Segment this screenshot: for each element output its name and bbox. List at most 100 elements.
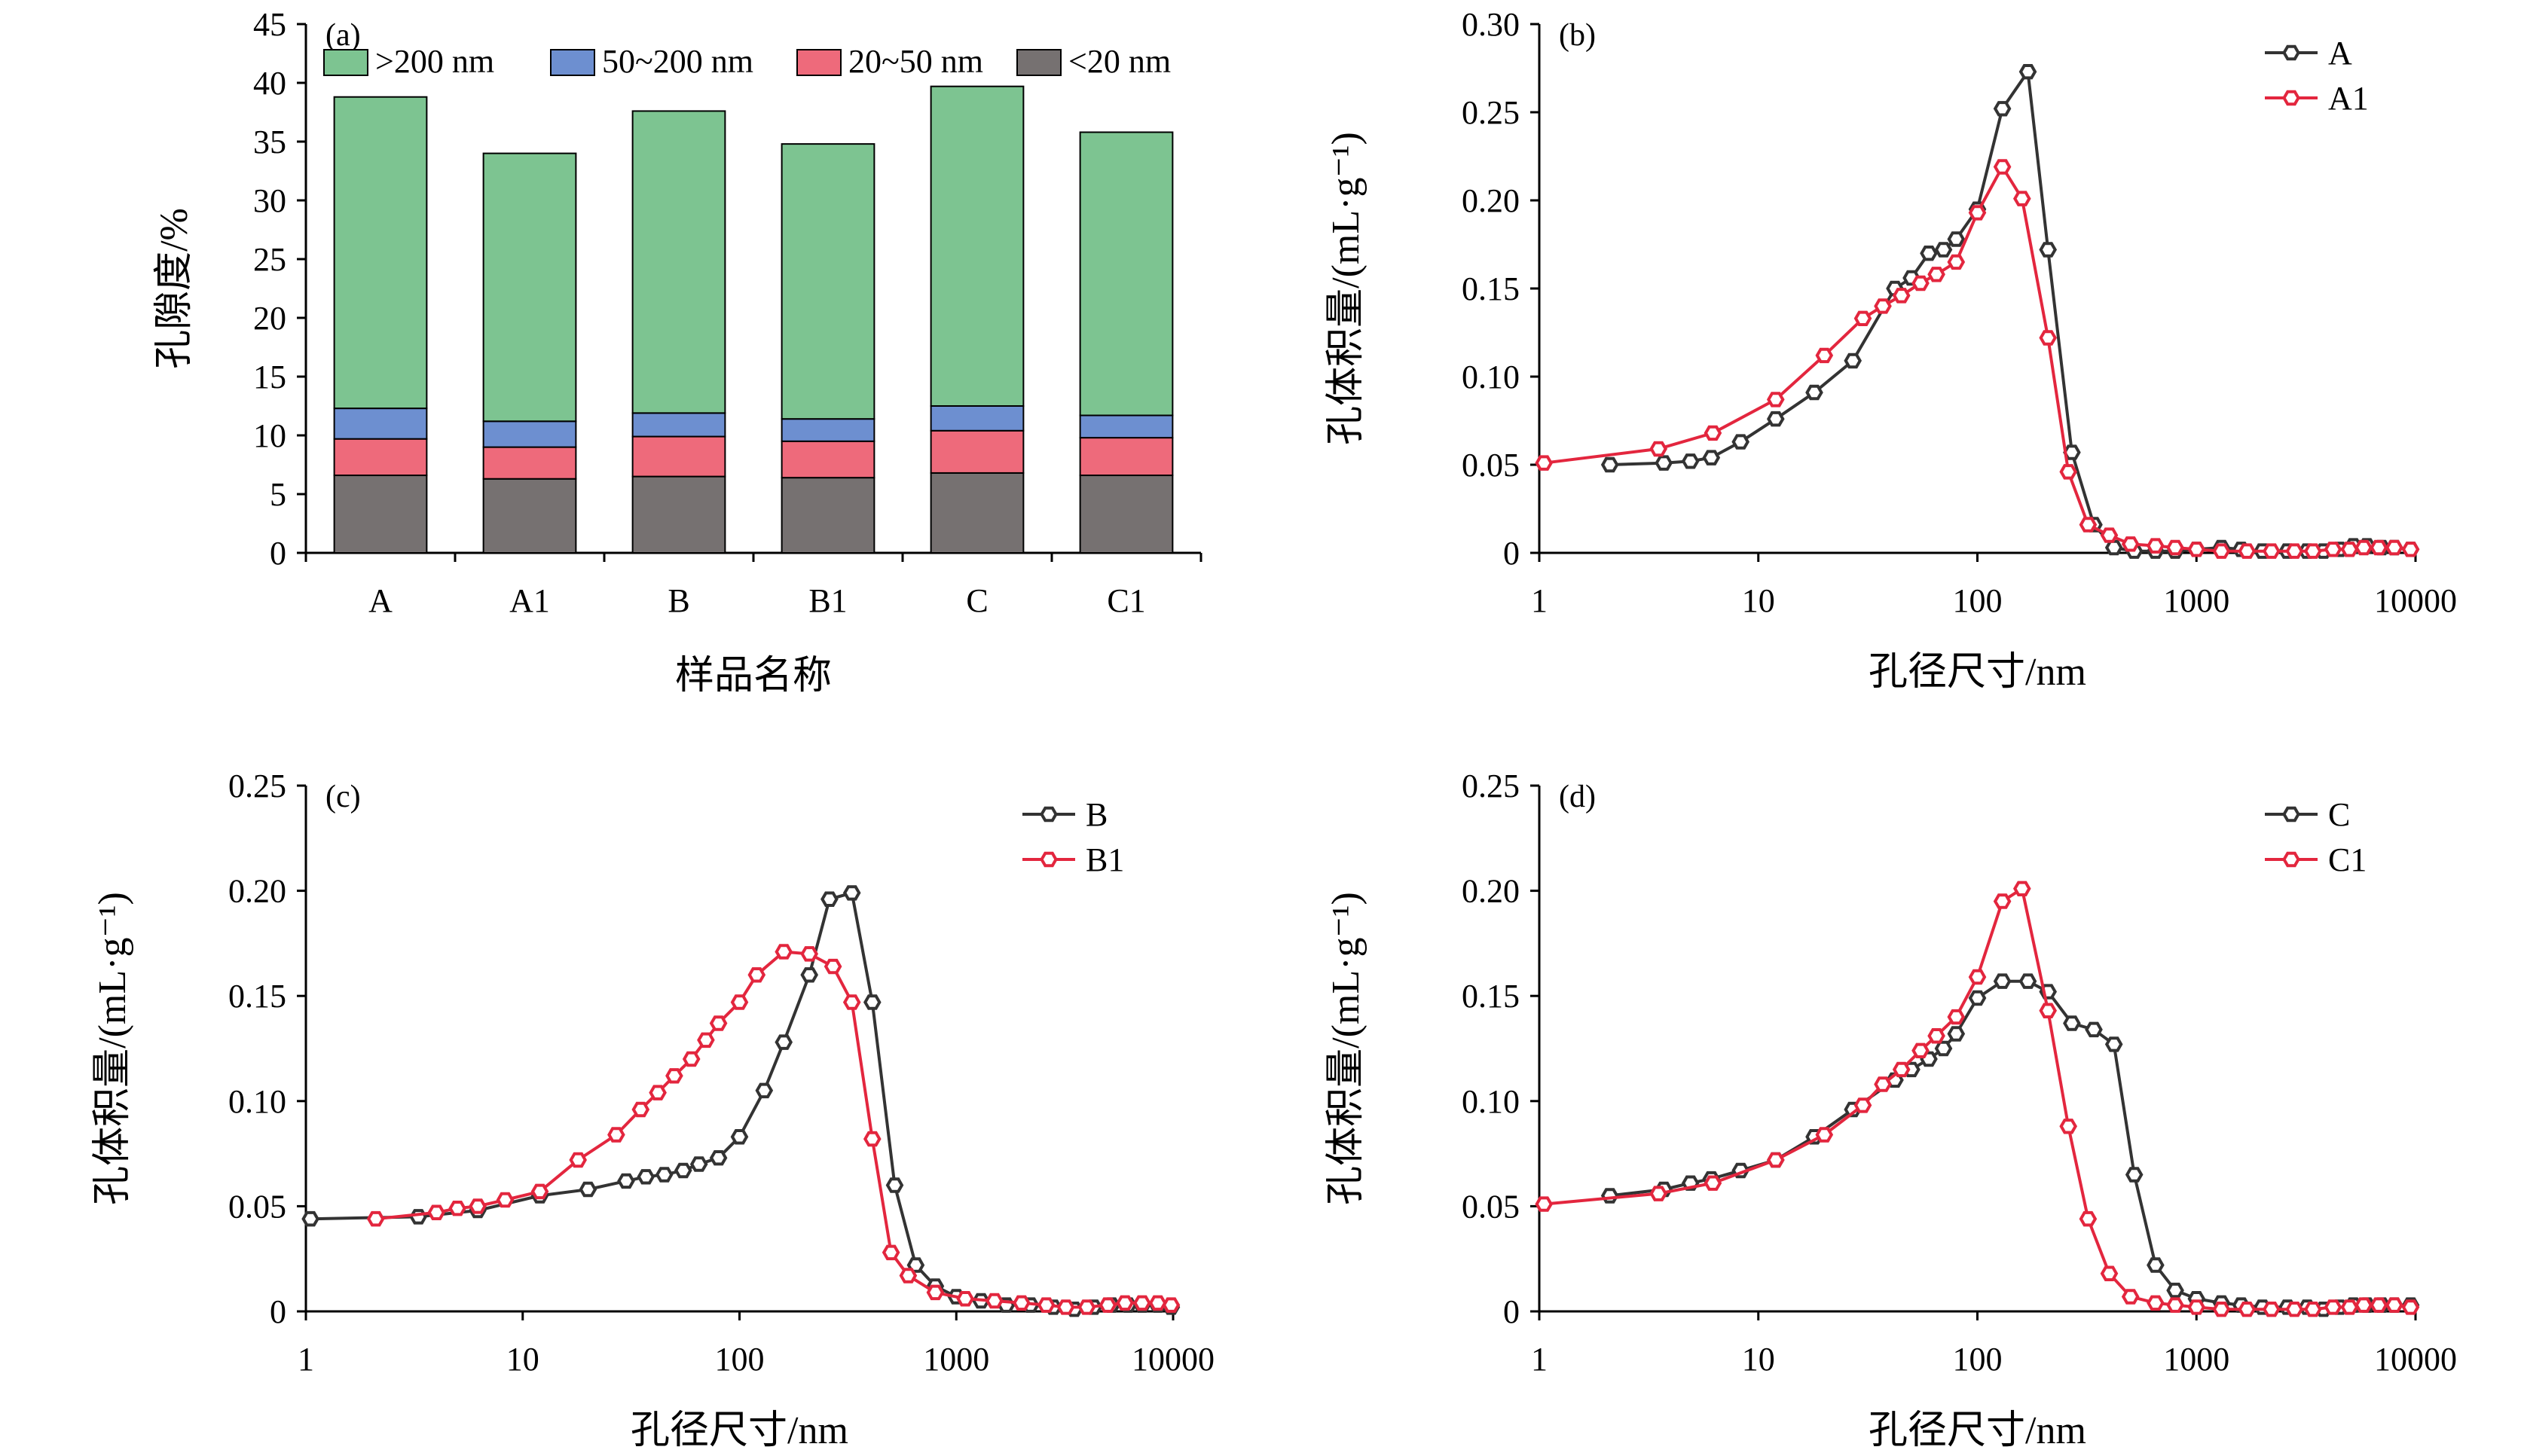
y-tick-label: 5 xyxy=(270,476,286,513)
data-point xyxy=(1162,1297,1181,1313)
bar-segment xyxy=(930,405,1025,432)
x-axis-title: 孔径尺寸/nm xyxy=(1869,651,2086,694)
legend-marker xyxy=(2282,44,2300,61)
bar-segment xyxy=(631,435,726,478)
x-tick-label: 1000 xyxy=(2163,582,2229,619)
data-point xyxy=(775,1034,793,1050)
data-point xyxy=(1874,298,1892,314)
data-point xyxy=(863,994,882,1010)
data-point xyxy=(1927,267,1945,282)
y-tick-label: 35 xyxy=(253,124,286,160)
data-point xyxy=(1681,453,1700,469)
data-point xyxy=(301,1210,319,1227)
data-point xyxy=(1968,990,1987,1006)
y-tick-label: 0 xyxy=(1503,1293,1520,1330)
data-point xyxy=(2085,1021,2103,1038)
series-line xyxy=(1543,163,2411,553)
series-line xyxy=(1544,886,2411,1311)
data-point xyxy=(820,891,839,907)
series-line xyxy=(375,950,1172,1309)
y-tick-label: 0 xyxy=(270,535,286,572)
data-point xyxy=(1993,973,2012,989)
y-axis-title: 孔体积量/(mL·g⁻¹) xyxy=(1325,892,1367,1205)
y-axis-title: 孔体积量/(mL·g⁻¹) xyxy=(1325,132,1367,445)
panel-label: (d) xyxy=(1559,780,1596,814)
data-point xyxy=(1600,456,1619,473)
data-point xyxy=(1853,310,1872,326)
data-point xyxy=(1704,425,1722,441)
x-tick-label: 1000 xyxy=(2163,1341,2229,1378)
data-point xyxy=(2166,1297,2184,1313)
data-point xyxy=(2285,1302,2304,1317)
y-tick-label: 0.05 xyxy=(1462,1188,1520,1225)
x-tick-label: 10 xyxy=(1742,582,1775,619)
data-point xyxy=(2039,330,2058,346)
y-tick-label: 0.10 xyxy=(1462,1083,1520,1120)
data-point xyxy=(2370,1297,2388,1313)
legend-swatch xyxy=(550,49,595,76)
data-point xyxy=(1037,1297,1056,1313)
legend-label: A1 xyxy=(2328,80,2369,117)
series-B1 xyxy=(366,944,1181,1315)
legend-label: B xyxy=(1086,796,1108,833)
panel-b: 0 0.05 0.10 0.15 0.20 0.25 0.30 (b) 孔径尺寸/nm 孔体积量/… xyxy=(1325,6,2457,694)
legend-swatch xyxy=(323,49,368,76)
data-point xyxy=(709,1150,728,1166)
legend-marker xyxy=(1040,851,1058,868)
x-axis-title: 样品名称 xyxy=(675,655,832,697)
x-axis-title: 孔径尺寸/nm xyxy=(631,1409,848,1452)
data-point xyxy=(1649,441,1668,457)
data-point xyxy=(1099,1297,1117,1313)
panel-a: 0 5 10 15 20 25 30 35 40 45 (a) 样品名称 孔隙度/% A A1 B B1 C C1 >… xyxy=(153,6,1202,697)
data-point xyxy=(1013,1295,1031,1311)
legend-label: C1 xyxy=(2328,841,2367,878)
data-point xyxy=(2385,1297,2403,1313)
data-point xyxy=(682,1051,701,1067)
data-point xyxy=(1947,231,1966,247)
data-point xyxy=(899,1268,918,1284)
panel-d: 0 0.05 0.10 0.15 0.20 0.25 (d) 孔径尺寸/nm 孔体积量/(mL·… xyxy=(1325,768,2457,1452)
data-point xyxy=(2018,64,2037,80)
legend-label: >200 nm xyxy=(375,43,494,80)
x-tick-label: 10000 xyxy=(1132,1341,1215,1378)
series-A1 xyxy=(1535,159,2420,559)
data-point xyxy=(2039,1003,2058,1018)
bar-segment xyxy=(930,429,1025,474)
legend-label: A xyxy=(2328,35,2352,72)
panel-label: (c) xyxy=(325,780,361,814)
data-point xyxy=(579,1181,597,1198)
bar-segment xyxy=(482,152,577,423)
data-point xyxy=(1892,288,1911,304)
data-point xyxy=(631,1101,650,1118)
data-point xyxy=(1874,1076,1892,1092)
data-point xyxy=(1911,275,1930,292)
x-tick-label: 100 xyxy=(1953,1341,2003,1378)
y-tick-label: 15 xyxy=(253,359,286,395)
data-point xyxy=(1892,1061,1911,1078)
y-tick-label: 20 xyxy=(253,300,286,337)
data-point xyxy=(842,994,861,1010)
bar-segment xyxy=(631,110,726,414)
x-tick-label: B xyxy=(668,582,689,619)
y-tick-label: 0.15 xyxy=(228,978,286,1015)
data-point xyxy=(2212,543,2231,559)
data-point xyxy=(697,1032,715,1049)
data-point xyxy=(1927,1028,1945,1044)
y-tick-label: 25 xyxy=(253,241,286,278)
bar-segment xyxy=(781,418,875,442)
bar-segment xyxy=(930,85,1025,407)
y-tick-label: 0.30 xyxy=(1462,6,1520,43)
data-point xyxy=(747,967,766,983)
y-tick-label: 0.20 xyxy=(1462,873,1520,910)
data-point xyxy=(2059,464,2078,480)
data-point xyxy=(665,1068,683,1084)
series-B xyxy=(301,885,1181,1317)
y-tick-label: 0.10 xyxy=(228,1083,286,1120)
data-point xyxy=(448,1201,466,1216)
bar-segment xyxy=(781,477,875,554)
data-point xyxy=(1853,1097,1872,1113)
data-point xyxy=(2104,1036,2123,1052)
x-tick-label: C xyxy=(966,582,988,619)
bar-segment xyxy=(631,412,726,438)
